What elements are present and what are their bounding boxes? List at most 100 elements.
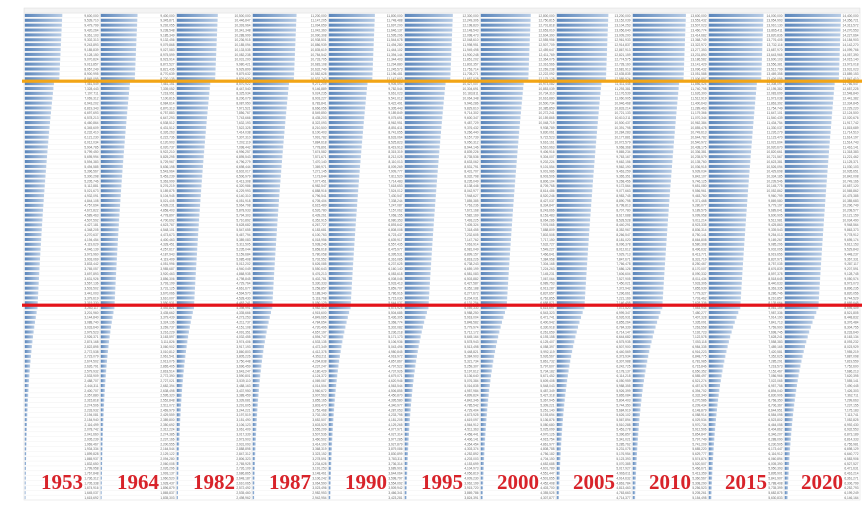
bar bbox=[404, 140, 441, 144]
value-label: 4,153,699 bbox=[464, 462, 478, 466]
value-label: 3,269,737 bbox=[160, 325, 174, 329]
value-label: 8,496,632 bbox=[692, 248, 706, 252]
bar bbox=[556, 296, 586, 300]
value-label: 12,098,473 bbox=[463, 33, 479, 37]
value-label: 11,697,200 bbox=[387, 24, 403, 28]
bar bbox=[176, 267, 197, 271]
bar bbox=[784, 203, 826, 207]
value-label: 6,183,681 bbox=[312, 228, 326, 232]
value-label: 12,308,097 bbox=[767, 82, 783, 86]
value-label: 4,798,845 bbox=[236, 277, 250, 281]
bar bbox=[404, 267, 431, 271]
bar bbox=[176, 369, 184, 373]
bar bbox=[252, 23, 297, 27]
bar bbox=[708, 383, 721, 388]
bar bbox=[784, 437, 791, 441]
value-label: 6,738,243 bbox=[464, 262, 478, 266]
value-label: 7,145,231 bbox=[540, 272, 554, 276]
value-label: 13,322,972 bbox=[691, 43, 707, 47]
value-label: 10,048,719 bbox=[539, 121, 555, 125]
bar bbox=[24, 23, 62, 27]
value-label: 11,030,103 bbox=[843, 165, 859, 169]
value-label: 12,604,390 bbox=[539, 33, 555, 37]
bar bbox=[328, 291, 352, 295]
value-label: 6,352,188 bbox=[464, 287, 478, 291]
bar bbox=[708, 364, 724, 368]
value-label: 6,755,981 bbox=[844, 442, 858, 446]
bar bbox=[404, 335, 421, 339]
bar bbox=[556, 301, 585, 305]
value-label: 11,176,539 bbox=[615, 92, 631, 96]
value-label: 8,266,547 bbox=[616, 233, 630, 237]
bar bbox=[556, 418, 563, 422]
value-label: 5,193,694 bbox=[540, 413, 554, 417]
bar bbox=[480, 47, 530, 52]
bar bbox=[252, 116, 286, 120]
bar bbox=[328, 242, 355, 246]
bar bbox=[480, 413, 487, 417]
bar bbox=[708, 476, 713, 480]
bar bbox=[480, 159, 517, 164]
bar bbox=[24, 159, 47, 164]
bar bbox=[328, 437, 333, 441]
bar bbox=[176, 77, 216, 81]
value-label: 13,186,582 bbox=[691, 58, 707, 62]
bar bbox=[176, 237, 198, 242]
value-label: 1,865,937 bbox=[84, 457, 98, 461]
bar bbox=[24, 111, 51, 115]
bar bbox=[328, 155, 361, 159]
bar bbox=[404, 286, 430, 290]
value-label: 6,999,347 bbox=[616, 311, 630, 315]
value-label: 2,626,791 bbox=[84, 364, 98, 368]
bar bbox=[328, 247, 355, 251]
bar bbox=[404, 364, 416, 368]
value-label: 5,858,618 bbox=[312, 248, 326, 252]
value-label: 8,440,291 bbox=[616, 223, 630, 227]
bar bbox=[176, 476, 179, 480]
value-label: 10,385,683 bbox=[843, 199, 859, 203]
bar bbox=[176, 379, 183, 383]
bar bbox=[784, 325, 811, 329]
bar bbox=[328, 140, 363, 144]
value-label: 2,595,320 bbox=[160, 394, 174, 398]
bar bbox=[328, 413, 334, 417]
bar bbox=[176, 233, 199, 237]
value-label: 2,350,692 bbox=[160, 423, 174, 427]
bar bbox=[100, 150, 124, 154]
value-label: 8,597,378 bbox=[768, 272, 782, 276]
bar bbox=[784, 466, 789, 470]
bar bbox=[632, 271, 665, 276]
value-label: 11,293,381 bbox=[615, 87, 631, 91]
bar bbox=[480, 422, 487, 427]
value-label: 7,493,225 bbox=[464, 218, 478, 222]
value-label: 6,346,207 bbox=[768, 433, 782, 437]
bar bbox=[328, 169, 360, 173]
value-label: 5,695,994 bbox=[84, 155, 98, 159]
bar bbox=[328, 62, 373, 66]
value-label: 5,988,250 bbox=[464, 311, 478, 315]
bar bbox=[176, 33, 217, 37]
value-label: 6,602,017 bbox=[236, 170, 250, 174]
value-label: 9,463,259 bbox=[616, 170, 630, 174]
value-label: 5,626,102 bbox=[616, 413, 630, 417]
value-label: 3,833,442 bbox=[84, 262, 98, 266]
panel-1990: 11,800,00011,748,48811,697,20011,646,137… bbox=[327, 12, 405, 501]
value-label: 8,181,020 bbox=[616, 238, 630, 242]
value-label: 5,104,945 bbox=[160, 194, 174, 198]
value-label: 7,053,118 bbox=[693, 340, 707, 344]
value-label: 7,173,644 bbox=[312, 175, 326, 179]
bar bbox=[784, 150, 830, 154]
value-label: 5,309,221 bbox=[540, 403, 554, 407]
value-label: 9,172,564 bbox=[616, 184, 630, 188]
bar bbox=[328, 369, 338, 373]
value-label: 9,782,544 bbox=[388, 87, 402, 91]
bar bbox=[480, 77, 529, 81]
bar bbox=[24, 398, 28, 402]
bar bbox=[252, 121, 286, 125]
bar bbox=[24, 237, 42, 242]
value-label: 7,802,508 bbox=[540, 233, 554, 237]
bar bbox=[176, 393, 182, 397]
value-label: 9,938,789 bbox=[540, 126, 554, 130]
bar bbox=[556, 476, 560, 480]
bar bbox=[404, 461, 408, 466]
